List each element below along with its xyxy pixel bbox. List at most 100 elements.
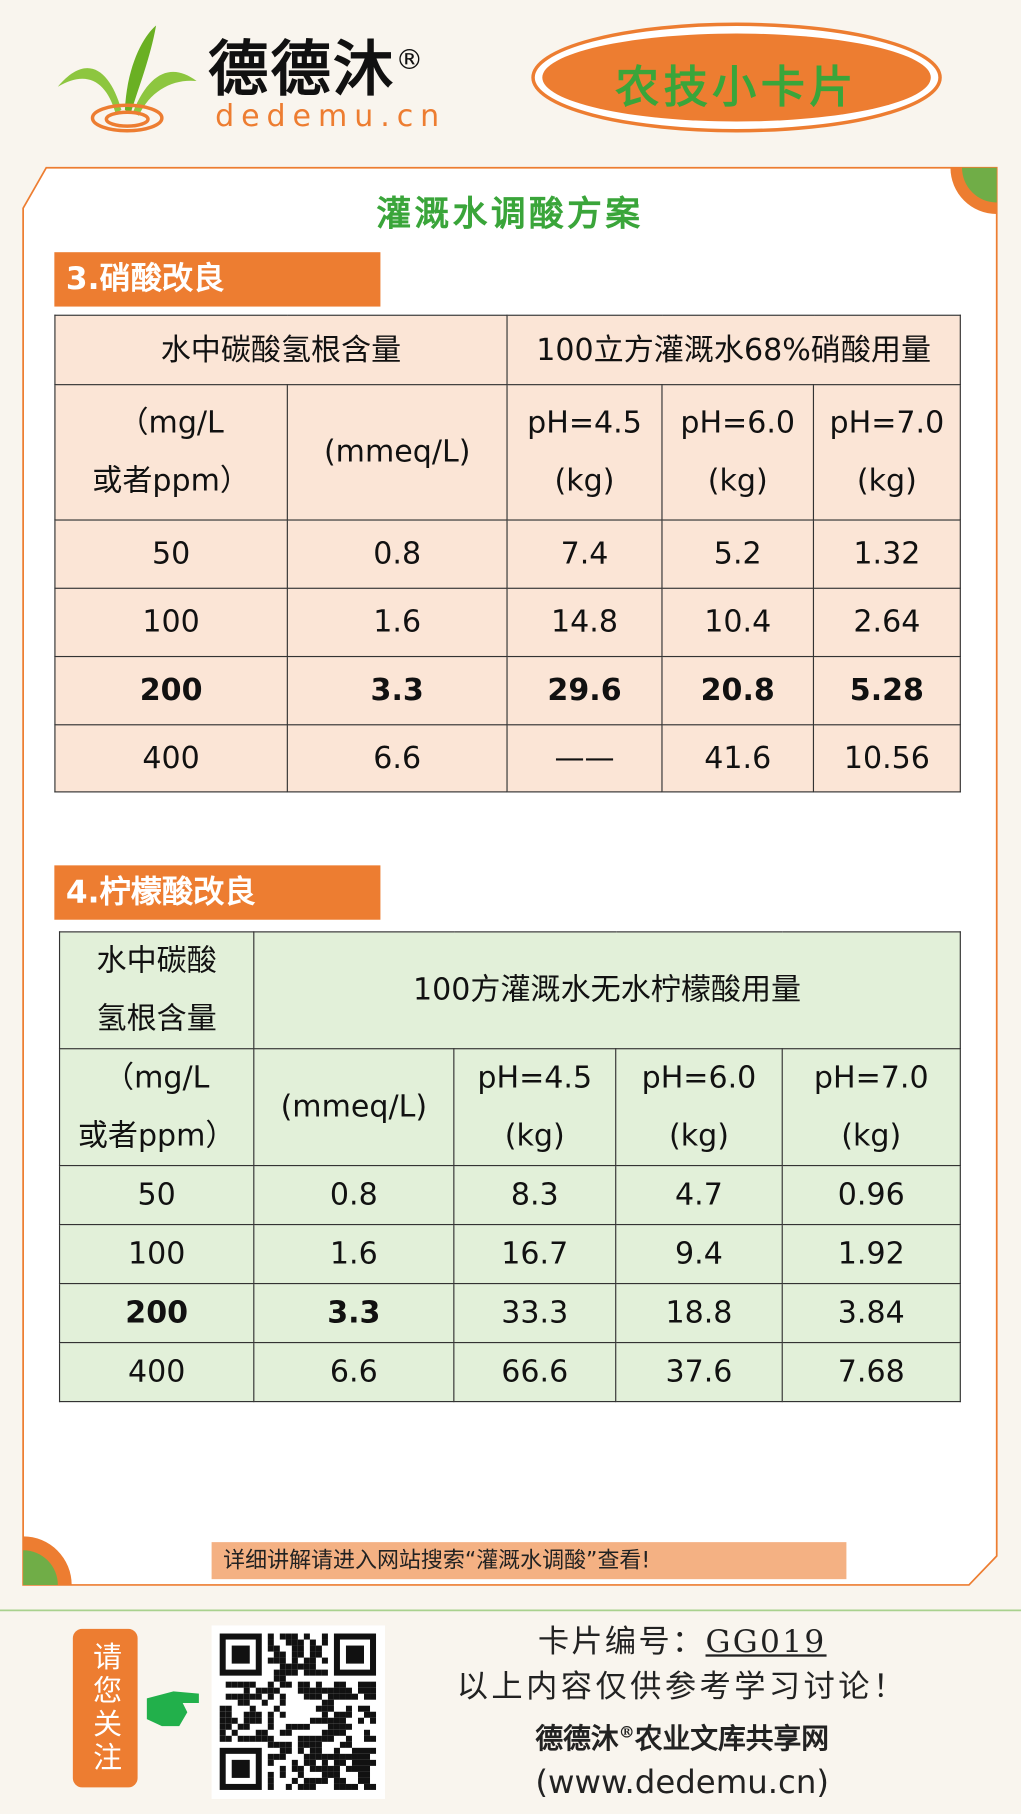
qr-module xyxy=(291,1645,298,1652)
qr-module xyxy=(297,1741,304,1748)
qr-module xyxy=(333,1783,340,1790)
data-table: 水中碳酸 氢根含量 100方灌溉水无水柠檬酸用量 （mg/L 或者ppm） (mmeq/L… xyxy=(58,931,961,1403)
qr-module xyxy=(321,1711,328,1718)
cell-line: pH=6.0 xyxy=(680,406,796,441)
cell: 100 xyxy=(58,1223,255,1285)
qr-module xyxy=(267,1645,274,1652)
cell: 37.6 xyxy=(615,1341,783,1403)
qr-module xyxy=(267,1723,274,1730)
qr-module xyxy=(279,1753,286,1760)
qr-module xyxy=(309,1747,316,1754)
qr-module xyxy=(364,1681,371,1688)
qr-module xyxy=(321,1669,328,1676)
qr-module xyxy=(315,1777,322,1784)
qr-module xyxy=(357,1753,365,1760)
site-brand: 德德沐 xyxy=(535,1721,619,1756)
qr-module xyxy=(285,1663,292,1670)
cell: 1.92 xyxy=(781,1223,961,1285)
qr-module xyxy=(273,1753,280,1760)
qr-module xyxy=(321,1771,328,1778)
cell: 3.3 xyxy=(253,1282,455,1344)
cell: 100 xyxy=(54,587,288,658)
qr-module xyxy=(285,1669,292,1676)
cell-line: 100立方灌溉水68%硝酸用量 xyxy=(536,332,932,368)
qr-module xyxy=(291,1723,298,1730)
cell: 1.6 xyxy=(286,587,508,658)
cell: (mmeq/L) xyxy=(253,1048,455,1167)
qr-module xyxy=(364,1705,371,1712)
data-row: 200 3.3 29.6 20.8 5.28 xyxy=(54,655,961,726)
qr-module xyxy=(231,1681,238,1688)
qr-module xyxy=(279,1675,286,1682)
cell: 6.6 xyxy=(253,1341,455,1403)
qr-module xyxy=(364,1777,371,1784)
qr-module xyxy=(309,1735,316,1742)
qr-module xyxy=(370,1711,377,1718)
cell: pH=6.0 (kg) xyxy=(615,1048,783,1167)
qr-module xyxy=(315,1753,322,1760)
qr-module xyxy=(285,1681,292,1688)
qr-module xyxy=(333,1681,340,1688)
qr-module xyxy=(243,1723,250,1730)
cell: 400 xyxy=(58,1341,255,1403)
qr-module xyxy=(315,1687,322,1694)
cell: 50 xyxy=(54,519,288,589)
qr-module xyxy=(321,1705,328,1712)
qr-module xyxy=(339,1717,346,1724)
qr-module xyxy=(273,1741,280,1748)
qr-module xyxy=(339,1783,346,1790)
follow-text: 请您关注 xyxy=(89,1641,123,1776)
qr-module xyxy=(219,1717,226,1724)
cell: 8.3 xyxy=(453,1164,617,1226)
qr-module xyxy=(333,1777,340,1784)
qr-module xyxy=(370,1783,377,1790)
qr-module xyxy=(364,1765,371,1772)
cell: 20.8 xyxy=(661,655,815,726)
qr-module xyxy=(285,1729,292,1736)
qr-module xyxy=(279,1693,286,1700)
subheader-row: （mg/L 或者ppm） (mmeq/L) pH=4.5 (kg) pH=6.0 (kg) p… xyxy=(54,384,961,521)
cell: 100方灌溉水无水柠檬酸用量 xyxy=(253,931,961,1050)
qr-module xyxy=(297,1681,304,1688)
qr-module xyxy=(315,1735,322,1742)
qr-module xyxy=(339,1711,346,1718)
qr-module xyxy=(267,1711,274,1718)
cell-line: pH=4.5 xyxy=(527,406,642,441)
qr-module xyxy=(243,1693,250,1700)
cell: 1.32 xyxy=(812,519,961,589)
qr-module xyxy=(291,1777,298,1784)
qr-module xyxy=(309,1693,316,1700)
badge xyxy=(542,33,931,122)
qr-module xyxy=(333,1729,340,1736)
card-id: GG019 xyxy=(705,1624,827,1661)
cell-line: (kg) xyxy=(841,1118,902,1154)
qr-module xyxy=(261,1729,268,1736)
qr-module xyxy=(297,1645,304,1652)
cell-line: (mmeq/L) xyxy=(323,434,471,470)
qr-module xyxy=(267,1717,274,1724)
qr-module xyxy=(327,1693,334,1700)
cell: 5.28 xyxy=(812,655,961,726)
qr-module xyxy=(321,1765,328,1772)
cell: 0.8 xyxy=(253,1164,455,1226)
brand: 德德沐® xyxy=(208,21,425,108)
cell-line: (kg) xyxy=(707,463,768,499)
cell: 33.3 xyxy=(453,1282,617,1344)
qr-module xyxy=(303,1783,310,1790)
qr-module xyxy=(225,1705,232,1712)
qr-module xyxy=(267,1753,274,1760)
qr-module xyxy=(297,1687,304,1694)
qr-module xyxy=(309,1645,316,1652)
qr-module xyxy=(249,1711,256,1718)
qr-module xyxy=(351,1765,358,1772)
qr-module xyxy=(243,1717,250,1724)
qr-module xyxy=(219,1735,226,1742)
qr-module xyxy=(321,1657,328,1664)
qr-module xyxy=(315,1681,322,1688)
cell: 18.8 xyxy=(615,1282,783,1344)
qr-module xyxy=(297,1651,304,1658)
qr-module xyxy=(279,1657,286,1664)
qr-module xyxy=(333,1723,340,1730)
cell: 200 xyxy=(54,655,288,726)
cell: 4.7 xyxy=(615,1164,783,1226)
